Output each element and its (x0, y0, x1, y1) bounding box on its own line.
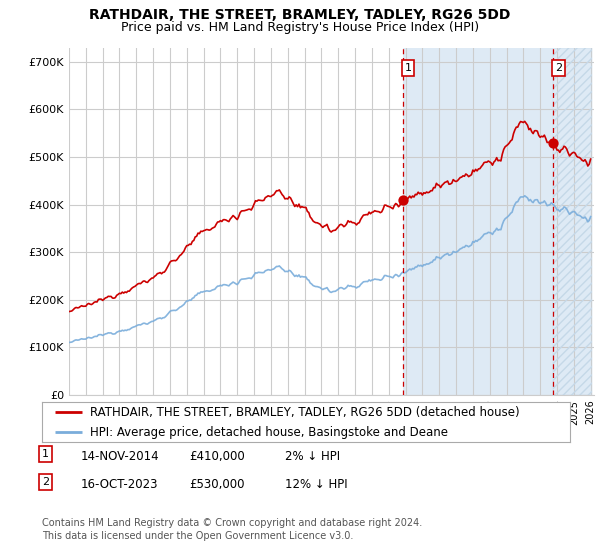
Text: £410,000: £410,000 (189, 450, 245, 463)
Text: 2: 2 (42, 477, 49, 487)
Text: 14-NOV-2014: 14-NOV-2014 (81, 450, 160, 463)
Bar (403, 48, 553, 395)
Text: HPI: Average price, detached house, Basingstoke and Deane: HPI: Average price, detached house, Basi… (89, 426, 448, 439)
Text: 1: 1 (404, 63, 412, 73)
Text: Price paid vs. HM Land Registry's House Price Index (HPI): Price paid vs. HM Land Registry's House … (121, 21, 479, 34)
Bar (553, 48, 592, 395)
Text: 1: 1 (42, 449, 49, 459)
Text: 2% ↓ HPI: 2% ↓ HPI (285, 450, 340, 463)
Text: 2: 2 (555, 63, 562, 73)
Point (548, 138, 558, 147)
Point (398, 195, 408, 204)
Text: 12% ↓ HPI: 12% ↓ HPI (285, 478, 347, 491)
Text: 16-OCT-2023: 16-OCT-2023 (81, 478, 158, 491)
Text: £530,000: £530,000 (189, 478, 245, 491)
Text: Contains HM Land Registry data © Crown copyright and database right 2024.
This d: Contains HM Land Registry data © Crown c… (42, 518, 422, 541)
Text: RATHDAIR, THE STREET, BRAMLEY, TADLEY, RG26 5DD: RATHDAIR, THE STREET, BRAMLEY, TADLEY, R… (89, 8, 511, 22)
Text: RATHDAIR, THE STREET, BRAMLEY, TADLEY, RG26 5DD (detached house): RATHDAIR, THE STREET, BRAMLEY, TADLEY, R… (89, 405, 519, 419)
Bar (553, 48, 592, 395)
